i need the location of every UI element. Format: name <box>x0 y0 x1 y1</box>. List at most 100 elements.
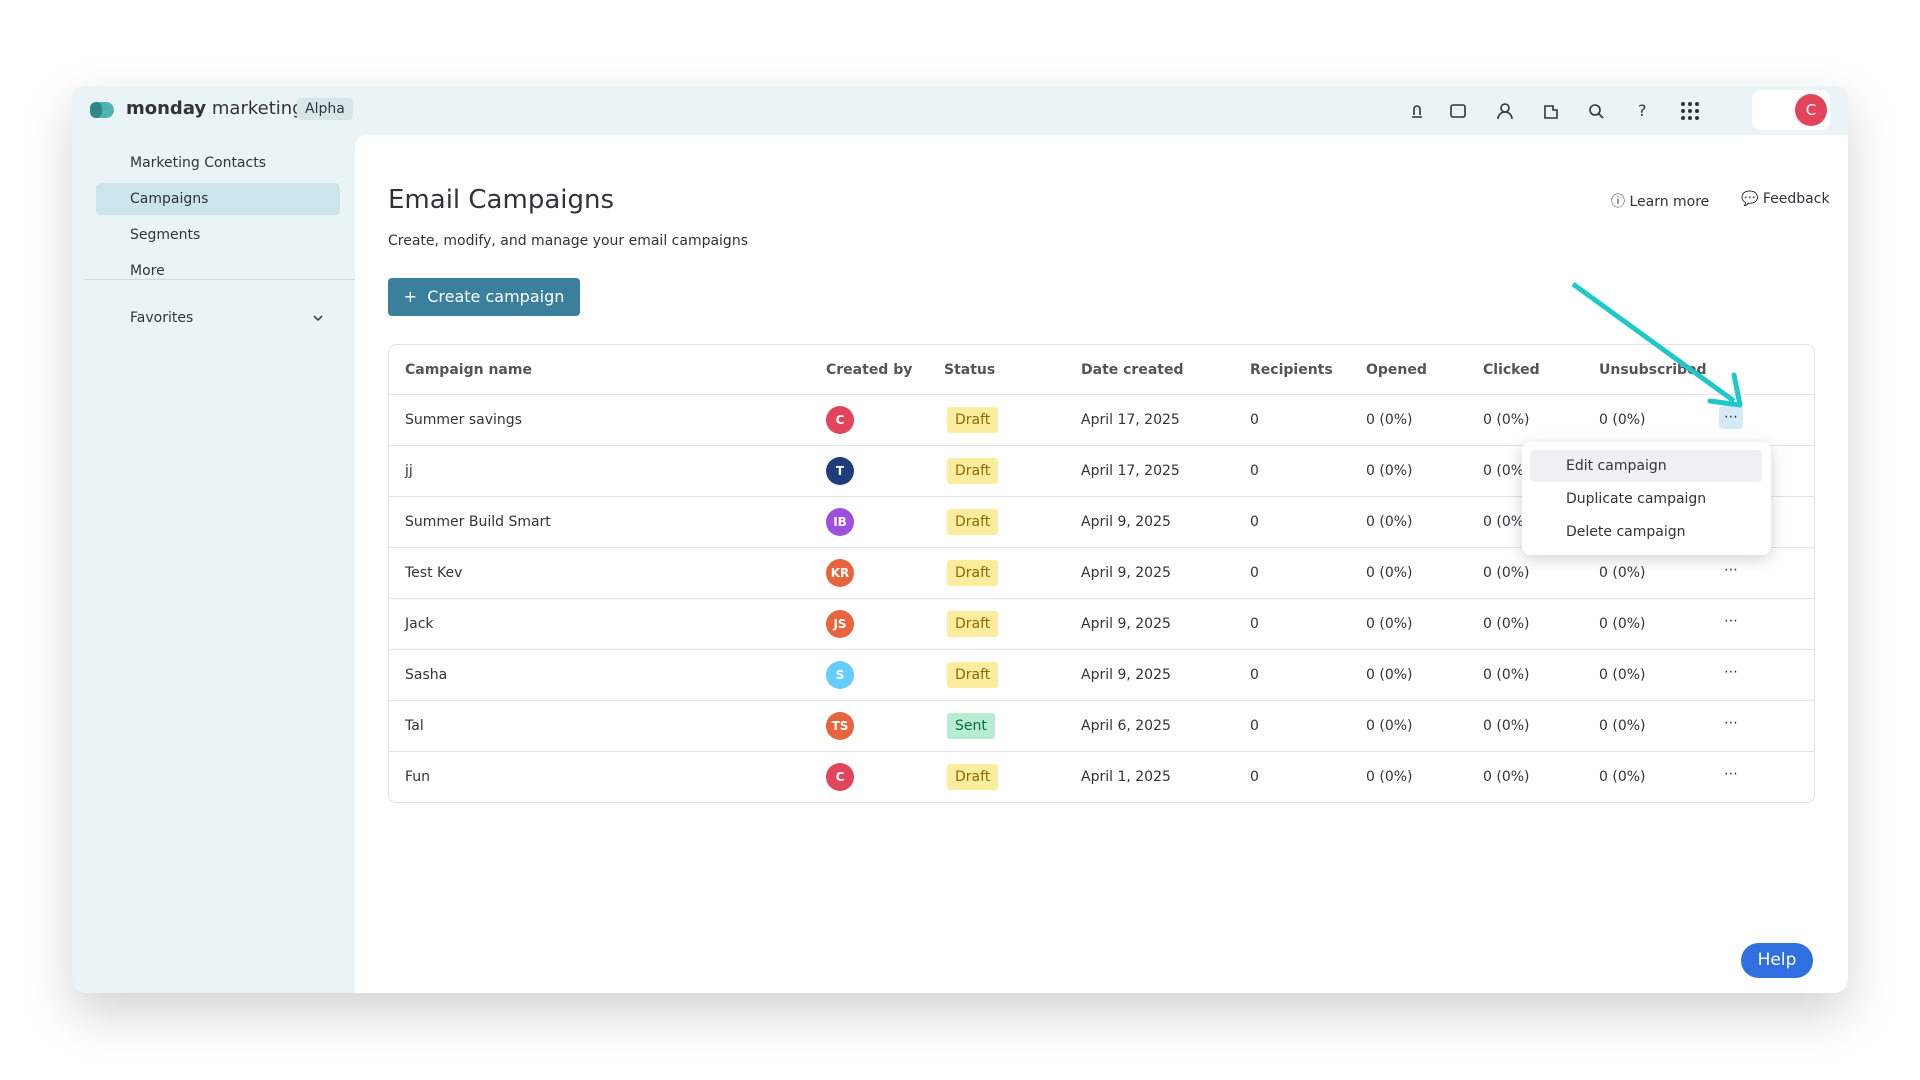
nav-item[interactable]: Segments <box>130 227 201 243</box>
creator-avatar: TS <box>826 712 854 740</box>
row-actions[interactable]: ⋯ <box>1724 664 1738 680</box>
column-header: Date created <box>1081 362 1184 378</box>
menu-item[interactable]: Delete campaign <box>1566 524 1686 540</box>
cell-value: 0 (0%) <box>1599 718 1646 734</box>
cell-value: April 9, 2025 <box>1081 616 1171 632</box>
campaign-table: Campaign name Created by Status Date create… <box>388 344 1815 803</box>
campaign-name: Tal <box>405 718 424 734</box>
learn-more[interactable]: ⓘ Learn more <box>1611 194 1710 210</box>
table-row[interactable]: Jack JS Draft April 9, 2025 0 0 (0%) 0 (0%) 0 (… <box>389 598 1814 649</box>
table-row[interactable]: Tal TS Sent April 6, 2025 0 0 (0%) 0 (0%) 0 (0%… <box>389 700 1814 751</box>
nav-item[interactable]: More <box>130 263 165 279</box>
cell-value: 0 (0%) <box>1366 769 1413 785</box>
table-row[interactable]: Test Kev KR Draft April 9, 2025 0 0 (0%) 0 (0%… <box>389 547 1814 598</box>
creator-avatar: S <box>826 661 854 689</box>
create-campaign-button[interactable]: + Create campaign <box>388 278 580 316</box>
table-row[interactable]: Fun C Draft April 1, 2025 0 0 (0%) 0 (0%) 0 (0%… <box>389 751 1814 802</box>
svg-text:?: ? <box>1638 101 1647 120</box>
learn-more-text: Learn more <box>1629 194 1710 210</box>
alpha-badge: Alpha <box>297 98 353 120</box>
menu-item[interactable]: Duplicate campaign <box>1566 491 1707 507</box>
brand-bold: monday <box>126 98 207 119</box>
page-title: Email Campaigns <box>388 185 615 215</box>
creator-avatar: JS <box>826 610 854 638</box>
cell-value: 0 (0%) <box>1366 412 1413 428</box>
campaign-name: Jack <box>405 616 434 632</box>
status-pill: Draft <box>947 611 999 637</box>
table-row[interactable]: Summer savings C Draft April 17, 2025 0 0 (0%… <box>389 394 1814 445</box>
cell-value: April 9, 2025 <box>1081 565 1171 581</box>
row-actions[interactable]: ⋯ <box>1724 766 1738 782</box>
cell-value: April 6, 2025 <box>1081 718 1171 734</box>
campaign-name: Test Kev <box>405 565 463 581</box>
cell-value: 0 (0%) <box>1483 412 1530 428</box>
creator-avatar: KR <box>826 559 854 587</box>
cell-value: 0 <box>1250 616 1259 632</box>
cell-value: 0 <box>1250 718 1259 734</box>
user-avatar[interactable]: C <box>1795 94 1827 126</box>
chevron <box>313 315 323 322</box>
toolbar-icons[interactable]: ? <box>1402 96 1732 126</box>
cell-value: April 17, 2025 <box>1081 412 1180 428</box>
separator <box>84 279 355 280</box>
cell-value: 0 (0%) <box>1599 565 1646 581</box>
context-menu: Edit campaign Duplicate campaign Delete ca… <box>1522 442 1771 555</box>
row-actions[interactable]: ⋯ <box>1724 562 1738 578</box>
status-pill: Draft <box>947 509 999 535</box>
cell-value: 0 (0%) <box>1483 565 1530 581</box>
column-header: Opened <box>1366 362 1427 378</box>
status-pill: Draft <box>947 458 999 484</box>
cell-value: 0 <box>1250 514 1259 530</box>
cell-value: 0 (0%) <box>1366 718 1413 734</box>
feedback-text: Feedback <box>1762 191 1830 207</box>
cell-value: 0 (0%) <box>1366 616 1413 632</box>
table-row[interactable]: Summer Build Smart IB Draft April 9, 2025 0 0… <box>389 496 1814 547</box>
cell-value: 0 (0%) <box>1599 412 1646 428</box>
favorites[interactable]: Favorites <box>130 310 194 326</box>
nav-item[interactable]: Marketing Contacts <box>130 155 266 171</box>
cell-value: April 9, 2025 <box>1081 667 1171 683</box>
cell-value: 0 (0%) <box>1483 514 1530 530</box>
app-window: monday marketing Alpha ? C Favorites Mar… <box>72 86 1848 993</box>
table-row[interactable]: Sasha S Draft April 9, 2025 0 0 (0%) 0 (0%) 0 (… <box>389 649 1814 700</box>
creator-avatar: T <box>826 457 854 485</box>
status-pill: Draft <box>947 662 999 688</box>
help-button[interactable]: Help <box>1741 943 1813 978</box>
campaign-name: Summer savings <box>405 412 522 428</box>
column-header: Campaign name <box>405 362 532 378</box>
campaign-name: Sasha <box>405 667 448 683</box>
row-actions[interactable]: ⋯ <box>1719 405 1743 429</box>
cell-value: 0 (0%) <box>1366 667 1413 683</box>
creator-avatar: IB <box>826 508 854 536</box>
cell-value: April 1, 2025 <box>1081 769 1171 785</box>
cell-value: 0 (0%) <box>1483 718 1530 734</box>
campaign-name: Fun <box>405 769 431 785</box>
nav-item[interactable]: Campaigns <box>96 183 340 215</box>
column-header: Clicked <box>1483 362 1540 378</box>
cell-value: 0 <box>1250 769 1259 785</box>
cell-value: 0 (0%) <box>1366 514 1413 530</box>
cell-value: 0 (0%) <box>1483 769 1530 785</box>
cell-value: 0 (0%) <box>1483 667 1530 683</box>
cell-value: 0 (0%) <box>1599 616 1646 632</box>
status-pill: Draft <box>947 560 999 586</box>
row-actions[interactable]: ⋯ <box>1724 613 1738 629</box>
annotation-arrow <box>1571 281 1743 408</box>
cell-value: April 17, 2025 <box>1081 463 1180 479</box>
status-pill: Draft <box>947 764 999 790</box>
cell-value: 0 (0%) <box>1599 667 1646 683</box>
column-header: Recipients <box>1250 362 1333 378</box>
logo <box>90 102 114 118</box>
main-content: Email Campaigns Create, modify, and mana… <box>355 135 1848 993</box>
row-actions[interactable]: ⋯ <box>1724 715 1738 731</box>
page-subtitle: Create, modify, and manage your email ca… <box>388 233 748 249</box>
campaign-name: jj <box>405 463 413 479</box>
cell-value: April 9, 2025 <box>1081 514 1171 530</box>
campaign-name: Summer Build Smart <box>405 514 551 530</box>
menu-item[interactable]: Edit campaign <box>1530 450 1762 482</box>
feedback[interactable]: 💬 Feedback <box>1741 191 1830 207</box>
cell-value: 0 (0%) <box>1366 565 1413 581</box>
creator-avatar: C <box>826 406 854 434</box>
